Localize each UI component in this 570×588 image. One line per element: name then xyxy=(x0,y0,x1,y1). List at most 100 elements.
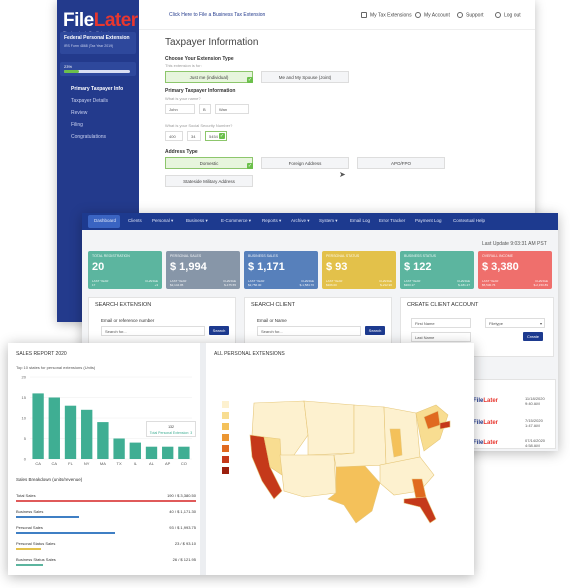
card-last-year: LAST YEAR 17 xyxy=(92,279,109,287)
breakdown-row: Personal Status Sales 23 / $ 93.10 xyxy=(16,541,196,546)
card-title: OVERALL INCOME xyxy=(482,254,513,258)
create-button[interactable]: Create xyxy=(523,332,543,341)
card-last-year: LAST YEAR $306.00 xyxy=(326,279,343,287)
breakdown-bar xyxy=(16,516,79,518)
stat-card[interactable]: PERSONAL STATUS $ 93 LAST YEAR $306.00 CHAN… xyxy=(322,251,396,289)
bar-il[interactable] xyxy=(129,442,141,459)
nav-archive[interactable]: Archive ▾ xyxy=(291,218,310,223)
nav-clients[interactable]: Clients xyxy=(128,218,142,223)
nav-reports[interactable]: Reports ▾ xyxy=(262,218,282,223)
card-value: $ 122 xyxy=(404,261,432,273)
top-bar: Click Here to File a Business Tax Extens… xyxy=(139,0,535,30)
last-name-input[interactable]: Last Name xyxy=(411,332,471,342)
sidebar-item-congratulations[interactable]: Congratulations xyxy=(71,134,107,140)
stat-card[interactable]: BUSINESS SALES $ 1,171 LAST YEAR $2,756.00… xyxy=(244,251,318,289)
card-title: PERSONAL STATUS xyxy=(326,254,360,258)
last-name-input[interactable]: Wan xyxy=(215,104,249,114)
support-link[interactable]: Support xyxy=(457,12,484,18)
recent-date: 7/15/2020 1:47 AM xyxy=(525,418,543,428)
breakdown-bar xyxy=(16,564,43,566)
address-military[interactable]: Stateside Military Address xyxy=(165,175,253,187)
bar-ca[interactable] xyxy=(32,393,44,459)
stat-card[interactable]: BUSINESS STATUS $ 122 LAST YEAR $303.17 CHA… xyxy=(400,251,474,289)
card-change: CHANGE $-175.55 xyxy=(223,279,236,287)
stat-card[interactable]: OVERALL INCOME $ 3,380 LAST YEAR $5,530.76… xyxy=(478,251,552,289)
sidebar-item-filing[interactable]: Filing xyxy=(71,122,83,128)
filelater-mini-logo: FileLater xyxy=(473,420,499,426)
check-icon: ✓ xyxy=(247,163,253,169)
search-client-button[interactable]: Search xyxy=(365,326,385,335)
breakdown-title: Sales Breakdown (units/revenue) xyxy=(16,477,83,482)
address-foreign[interactable]: Foreign Address xyxy=(261,157,349,169)
search-client-input[interactable]: Search for... xyxy=(257,326,361,336)
x-tick-label: CO xyxy=(181,461,187,466)
ssn-part1-input[interactable]: 400 xyxy=(165,131,183,141)
card-value: $ 1,171 xyxy=(248,261,285,273)
filelater-logo[interactable]: FileLater xyxy=(63,10,138,31)
middle-initial-input[interactable]: B xyxy=(199,104,211,114)
logout-link[interactable]: Log out xyxy=(495,12,521,18)
bar-chart: 0 5 10 15 20 CA CA FL NY MA TX IL AL AP CO xyxy=(22,375,192,466)
nav-contextual-help[interactable]: Contextual Help xyxy=(453,218,486,223)
bar-ca[interactable] xyxy=(48,397,60,460)
x-tick-label: AL xyxy=(149,461,155,466)
nav-ecommerce[interactable]: E-Commerce ▾ xyxy=(221,218,252,223)
bar-tx[interactable] xyxy=(113,438,125,460)
nav-error-tracker[interactable]: Error Tracker xyxy=(379,218,406,223)
my-tax-extensions-link[interactable]: My Tax Extensions xyxy=(361,12,412,18)
nav-email-log[interactable]: Email Log xyxy=(350,218,371,223)
top-navigation: Dashboard Clients Personal ▾ Business ▾ … xyxy=(82,213,558,230)
help-icon xyxy=(457,12,463,18)
extension-type-label: Choose Your Extension Type xyxy=(165,56,234,62)
card-change: CHANGE $-1,584.70 xyxy=(299,279,314,287)
stat-card[interactable]: TOTAL REGISTRATION 20 LAST YEAR 17 CHANGE +… xyxy=(88,251,162,289)
reports-window: SALES REPORT 2020 Top 10 states for pers… xyxy=(8,343,474,575)
sidebar-item-review[interactable]: Review xyxy=(71,110,88,116)
map-mountain-region xyxy=(303,400,355,456)
my-account-link[interactable]: My Account xyxy=(415,12,450,18)
card-change: CHANGE $-181.27 xyxy=(457,279,470,287)
nav-dashboard[interactable]: Dashboard xyxy=(94,218,117,223)
panel-title: SEARCH EXTENSION xyxy=(95,302,152,308)
address-apo-fpo[interactable]: APO/FPO xyxy=(357,157,445,169)
sidebar-item-primary-taxpayer[interactable]: Primary Taxpayer Info xyxy=(71,86,124,92)
breakdown-label: Personal Sales xyxy=(16,525,43,530)
stat-card[interactable]: PERSONAL SALES $ 1,994 LAST YEAR $2,144.95… xyxy=(166,251,240,289)
x-tick-label: CA xyxy=(35,461,41,466)
card-value: $ 3,380 xyxy=(482,261,519,273)
extension-type-sub: This extension is for: xyxy=(165,63,202,68)
choice-joint[interactable]: Me and My Spouse (Joint) xyxy=(261,71,349,83)
first-name-input[interactable]: First Name xyxy=(411,318,471,328)
ssn-part3-input[interactable]: 5454 ✓ xyxy=(205,131,227,141)
map-illinois xyxy=(389,428,403,458)
filetype-select[interactable]: Filetype ▾ xyxy=(485,318,545,328)
search-extension-input[interactable]: Search for... xyxy=(101,326,205,336)
bar-ny[interactable] xyxy=(81,409,93,459)
user-icon xyxy=(415,12,421,18)
search-extension-button[interactable]: Search xyxy=(209,326,229,335)
bar-ma[interactable] xyxy=(97,422,109,459)
choice-individual[interactable]: Just me (individual) ✓ xyxy=(165,71,253,83)
address-domestic[interactable]: Domestic ✓ xyxy=(165,157,253,169)
nav-personal[interactable]: Personal ▾ xyxy=(152,218,174,223)
nav-system[interactable]: System ▾ xyxy=(319,218,338,223)
map-northeast-region xyxy=(415,404,449,452)
name-question: What is your name? xyxy=(165,96,201,101)
sales-report-title: SALES REPORT 2020 xyxy=(16,351,67,357)
bar-al[interactable] xyxy=(145,446,158,459)
business-extension-link[interactable]: Click Here to File a Business Tax Extens… xyxy=(169,12,266,18)
card-last-year: LAST YEAR $303.17 xyxy=(404,279,421,287)
chart-tooltip: 132 Total Personal Extension: 3 xyxy=(146,421,196,437)
bar-ap[interactable] xyxy=(162,446,174,459)
ssn-part2-input[interactable]: 34 xyxy=(187,131,201,141)
breakdown-label: Business Sales xyxy=(16,509,44,514)
bar-fl[interactable] xyxy=(64,405,77,459)
nav-business[interactable]: Business ▾ xyxy=(186,218,208,223)
sidebar-item-taxpayer-details[interactable]: Taxpayer Details xyxy=(71,98,108,104)
bar-co[interactable] xyxy=(178,446,190,459)
first-name-input[interactable]: John xyxy=(165,104,195,114)
breakdown-row: Total Sales 190 / $ 3,380.50 xyxy=(16,493,196,498)
nav-payment-log[interactable]: Payment Log xyxy=(415,218,442,223)
product-title: Federal Personal Extension xyxy=(64,35,130,41)
card-last-year: LAST YEAR $2,756.00 xyxy=(248,279,265,287)
